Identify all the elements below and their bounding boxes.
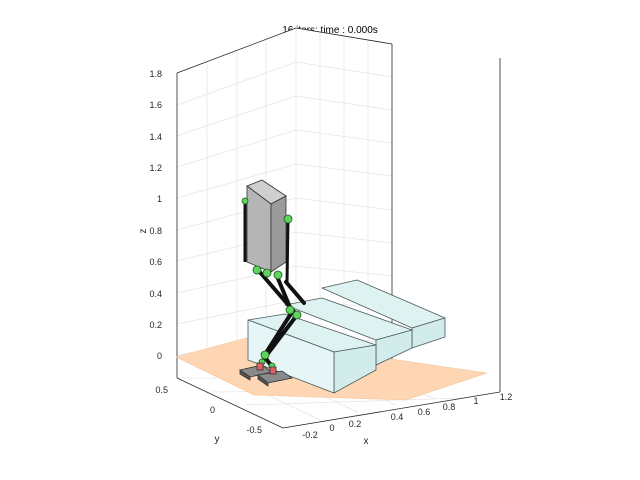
robot-feet: [239, 362, 293, 387]
y-tick: 0: [210, 405, 215, 415]
z-tick: 1: [157, 194, 162, 204]
x-axis-label: x: [364, 436, 369, 447]
z-tick: 1.4: [149, 132, 162, 142]
z-tick: 0.2: [149, 320, 162, 330]
z-tick: 1.6: [149, 100, 162, 110]
x-tick: 0.8: [443, 402, 456, 412]
y-tick: -0.5: [246, 425, 262, 435]
plot-title: 16 iters: time : 0.000s: [282, 25, 378, 36]
x-axis: -0.2 0 0.2 0.4 0.6 0.8 1 1.2 x: [302, 392, 512, 447]
axes-box: [176, 27, 501, 429]
z-axis-label: z: [138, 229, 149, 234]
x-tick: 0.6: [418, 407, 431, 417]
biped-robot: [239, 179, 306, 387]
y-tick: 0.5: [155, 385, 168, 395]
y-axis-label: y: [215, 434, 220, 445]
z-tick: 0: [157, 351, 162, 361]
x-tick: 0: [329, 423, 334, 433]
x-tick: 0.2: [349, 419, 362, 429]
z-tick: 1.2: [149, 163, 162, 173]
x-tick: 1.2: [500, 392, 513, 402]
robot-joints: [241, 197, 302, 370]
x-tick: -0.2: [302, 430, 318, 440]
z-tick: 1.8: [149, 69, 162, 79]
z-axis: 0 0.2 0.4 0.6 0.8 1 1.2 1.4 1.6 1.8 z: [138, 69, 162, 361]
z-tick: 0.6: [149, 257, 162, 267]
y-axis: 0.5 0 -0.5 y: [155, 385, 262, 445]
x-tick: 1: [473, 396, 478, 406]
x-tick: 0.4: [391, 412, 404, 422]
stairs: [247, 279, 446, 394]
z-tick: 0.8: [149, 226, 162, 236]
z-tick: 0.4: [149, 289, 162, 299]
